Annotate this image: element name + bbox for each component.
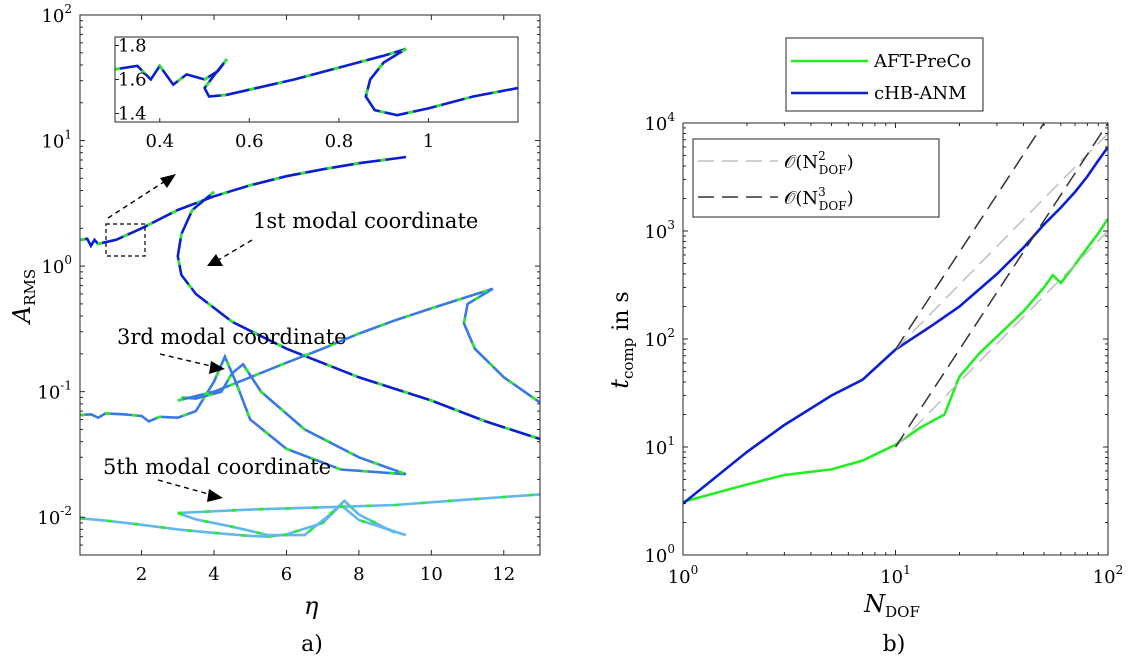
- curve-o3b: [894, 123, 1108, 448]
- panel-a-xlabel: η: [304, 592, 319, 620]
- legend-inner: 𝒪(N2 DOF) 𝒪(N3 DOF): [692, 138, 940, 218]
- panel-b-curves: [683, 123, 1108, 505]
- inset-curve-2-dash: [364, 47, 518, 117]
- panel-b-ticks: 100 101 102 100 101 102 103 104: [644, 110, 1123, 588]
- inset-xtick-label: 1: [423, 131, 434, 152]
- b-xtick-label: 102: [1093, 563, 1124, 588]
- panel-b: 100 101 102 100 101 102 103 104 AFT-PreCo cHB-A…: [606, 37, 1123, 657]
- panel-a: 2 4 6 8 10 12 10-2 10-1 100 101 102 0.4 0.6 0.8 1 1.4 1…: [8, 2, 541, 657]
- panel-a-caption: a): [301, 632, 323, 657]
- b-xtick-label: 101: [880, 563, 911, 588]
- inset-curve-1-dash: [203, 47, 407, 98]
- a-ytick-label: 10-2: [37, 504, 72, 529]
- panel-a-ylabel-main: A: [8, 306, 36, 325]
- legend-chb-anm: cHB-ANM: [874, 83, 967, 104]
- legend-order3: 𝒪(N3 DOF): [784, 185, 854, 213]
- inset-xtick-label: 0.8: [325, 131, 354, 152]
- b-ytick-label: 101: [644, 434, 675, 459]
- inset-xtick-label: 0.4: [145, 131, 174, 152]
- a-ytick-label: 102: [41, 2, 72, 27]
- legend-aft-preco: AFT-PreCo: [873, 51, 971, 72]
- curve-o2b: [894, 230, 1108, 448]
- inset-ytick-label: 1.6: [118, 70, 147, 91]
- b-xtick-label: 100: [668, 563, 699, 588]
- inset-ytick-label: 1.8: [118, 36, 147, 57]
- b-ytick-label: 102: [644, 326, 675, 351]
- panel-a-ylabel: ARMS: [8, 269, 39, 325]
- b-ytick-label: 104: [644, 110, 675, 135]
- panel-b-xlabel: NDOF: [863, 590, 920, 621]
- curve-3rd-3: [181, 362, 407, 476]
- a-ytick-label: 101: [41, 128, 72, 153]
- panel-a-axes-box: [79, 14, 541, 556]
- a-xtick-label: 10: [420, 564, 443, 585]
- legend-outer: AFT-PreCo cHB-ANM: [785, 37, 984, 112]
- annotation-1st-text: 1st modal coordinate: [253, 209, 478, 233]
- inset-xtick-label: 0.6: [235, 131, 264, 152]
- panel-a-ticks: 2 4 6 8 10 12 10-2 10-1 100 101 102: [37, 2, 540, 585]
- curve-o3: [894, 123, 1045, 350]
- a-xtick-label: 2: [136, 564, 147, 585]
- b-ytick-label: 103: [644, 218, 675, 243]
- zoom-box: [105, 223, 146, 257]
- curve-5th-7: [177, 493, 540, 515]
- curve-aft-preco: [683, 217, 1108, 504]
- a-ytick-label: 10-1: [37, 379, 72, 404]
- curve-o2: [894, 132, 1108, 351]
- annotation-3rd: 3rd modal coordinate: [117, 325, 347, 374]
- a-xtick-label: 4: [208, 564, 219, 585]
- panel-a-curves: [80, 155, 540, 539]
- inset-curve-0-dash: [115, 58, 228, 87]
- a-xtick-label: 12: [492, 564, 515, 585]
- svg-text:ARMS: ARMS: [8, 269, 39, 325]
- annotation-3rd-text: 3rd modal coordinate: [117, 325, 347, 349]
- a-ytick-label: 100: [41, 253, 72, 278]
- curve-3rd-4-dash: [177, 287, 540, 404]
- b-ytick-label: 100: [644, 542, 675, 567]
- inset-ytick-label: 1.4: [118, 104, 147, 125]
- inset-arrow: [107, 174, 176, 219]
- a-xtick-label: 6: [281, 564, 292, 585]
- svg-text:tcomp in s: tcomp in s: [606, 291, 637, 388]
- annotation-5th: 5th modal coordinate: [103, 455, 331, 502]
- inset: 0.4 0.6 0.8 1 1.4 1.6 1.8: [114, 36, 519, 152]
- curve-1st-0: [80, 155, 407, 249]
- curve-chb-anm: [683, 146, 1108, 505]
- panel-b-caption: b): [883, 632, 906, 657]
- curve-1st-1: [176, 190, 540, 441]
- annotation-5th-text: 5th modal coordinate: [103, 455, 331, 479]
- panel-a-ylabel-sub: RMS: [21, 269, 39, 306]
- curve-5th-6-dash: [177, 499, 396, 537]
- a-xtick-label: 8: [353, 564, 364, 585]
- curve-3rd-2: [80, 353, 407, 476]
- legend-order2: 𝒪(N2 DOF): [784, 149, 854, 177]
- panel-b-ylabel: tcomp in s: [606, 291, 637, 388]
- annotation-1st: 1st modal coordinate: [207, 209, 478, 266]
